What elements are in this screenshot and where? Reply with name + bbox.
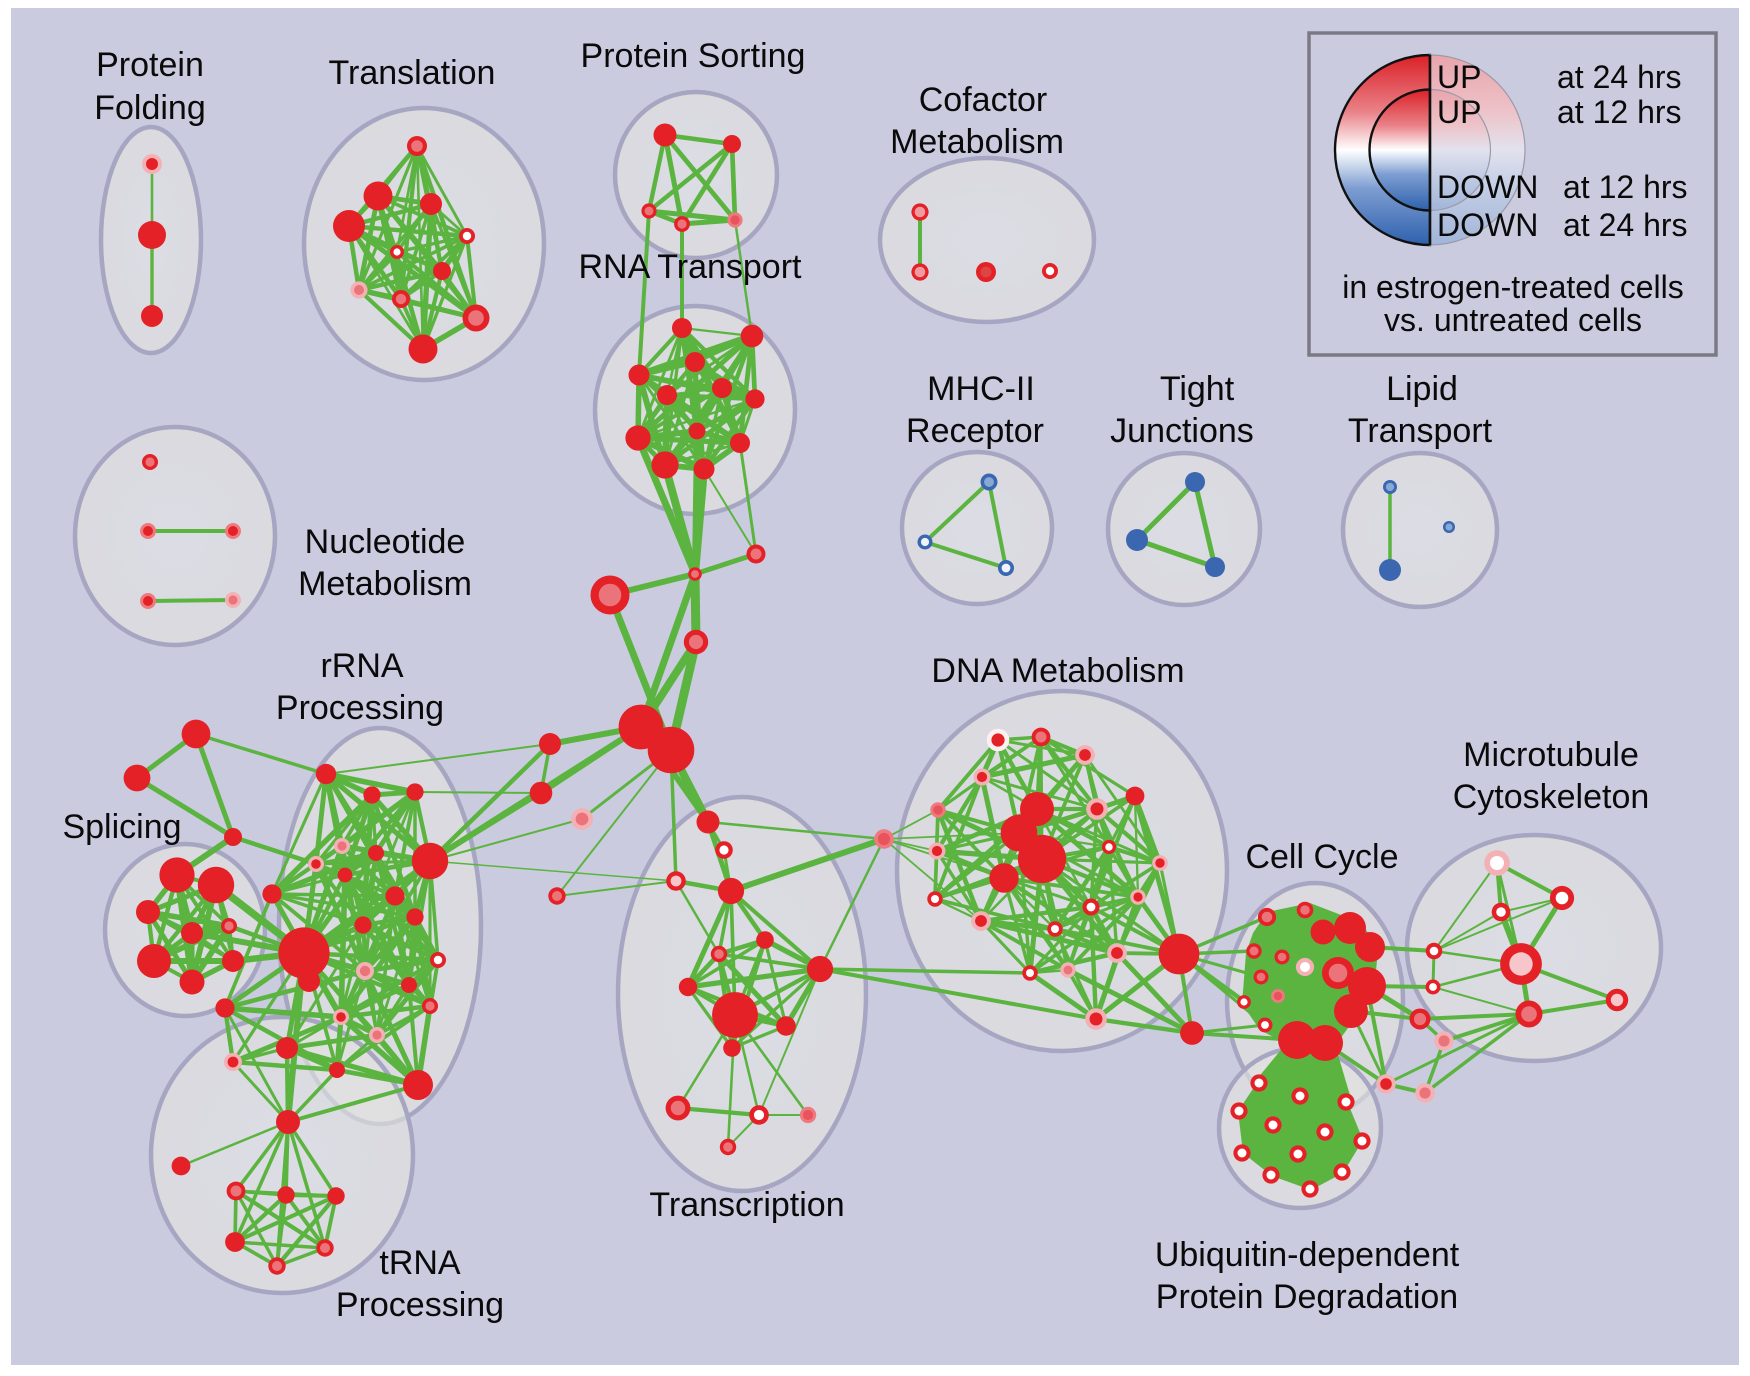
svg-text:Nucleotide: Nucleotide	[305, 523, 466, 561]
svg-text:Processing: Processing	[336, 1286, 504, 1324]
svg-text:Tight: Tight	[1160, 370, 1235, 408]
svg-text:Protein Degradation: Protein Degradation	[1156, 1278, 1458, 1316]
svg-text:Folding: Folding	[94, 89, 206, 127]
svg-text:Transport: Transport	[1348, 412, 1493, 450]
svg-text:at 24 hrs: at 24 hrs	[1563, 207, 1688, 243]
svg-text:Processing: Processing	[276, 689, 444, 727]
svg-text:Cytoskeleton: Cytoskeleton	[1453, 778, 1650, 816]
svg-text:DOWN: DOWN	[1437, 207, 1538, 243]
svg-text:Receptor: Receptor	[906, 412, 1044, 450]
svg-text:rRNA: rRNA	[320, 647, 403, 685]
svg-text:Transcription: Transcription	[649, 1186, 844, 1224]
svg-text:at 24 hrs: at 24 hrs	[1557, 59, 1682, 95]
svg-text:tRNA: tRNA	[379, 1244, 461, 1282]
svg-text:RNA Transport: RNA Transport	[579, 248, 803, 286]
svg-text:at 12 hrs: at 12 hrs	[1563, 169, 1688, 205]
svg-text:DOWN: DOWN	[1437, 169, 1538, 205]
svg-text:Microtubule: Microtubule	[1463, 736, 1639, 774]
svg-text:Metabolism: Metabolism	[298, 565, 472, 603]
svg-text:Ubiquitin-dependent: Ubiquitin-dependent	[1155, 1236, 1460, 1274]
svg-text:Translation: Translation	[329, 54, 496, 92]
svg-text:Cell Cycle: Cell Cycle	[1245, 838, 1398, 876]
svg-text:at 12 hrs: at 12 hrs	[1557, 94, 1682, 130]
svg-text:UP: UP	[1437, 59, 1481, 95]
svg-text:MHC-II: MHC-II	[927, 370, 1035, 408]
svg-text:in estrogen-treated cells: in estrogen-treated cells	[1342, 269, 1684, 305]
svg-text:Lipid: Lipid	[1386, 370, 1458, 408]
svg-text:Splicing: Splicing	[62, 808, 181, 846]
svg-text:Protein Sorting: Protein Sorting	[581, 37, 806, 75]
svg-text:Cofactor: Cofactor	[919, 81, 1048, 119]
svg-text:DNA Metabolism: DNA Metabolism	[931, 652, 1184, 690]
svg-text:Protein: Protein	[96, 46, 204, 84]
svg-text:Metabolism: Metabolism	[890, 123, 1064, 161]
svg-text:UP: UP	[1437, 94, 1481, 130]
svg-text:vs. untreated cells: vs. untreated cells	[1384, 302, 1642, 338]
svg-text:Junctions: Junctions	[1110, 412, 1254, 450]
